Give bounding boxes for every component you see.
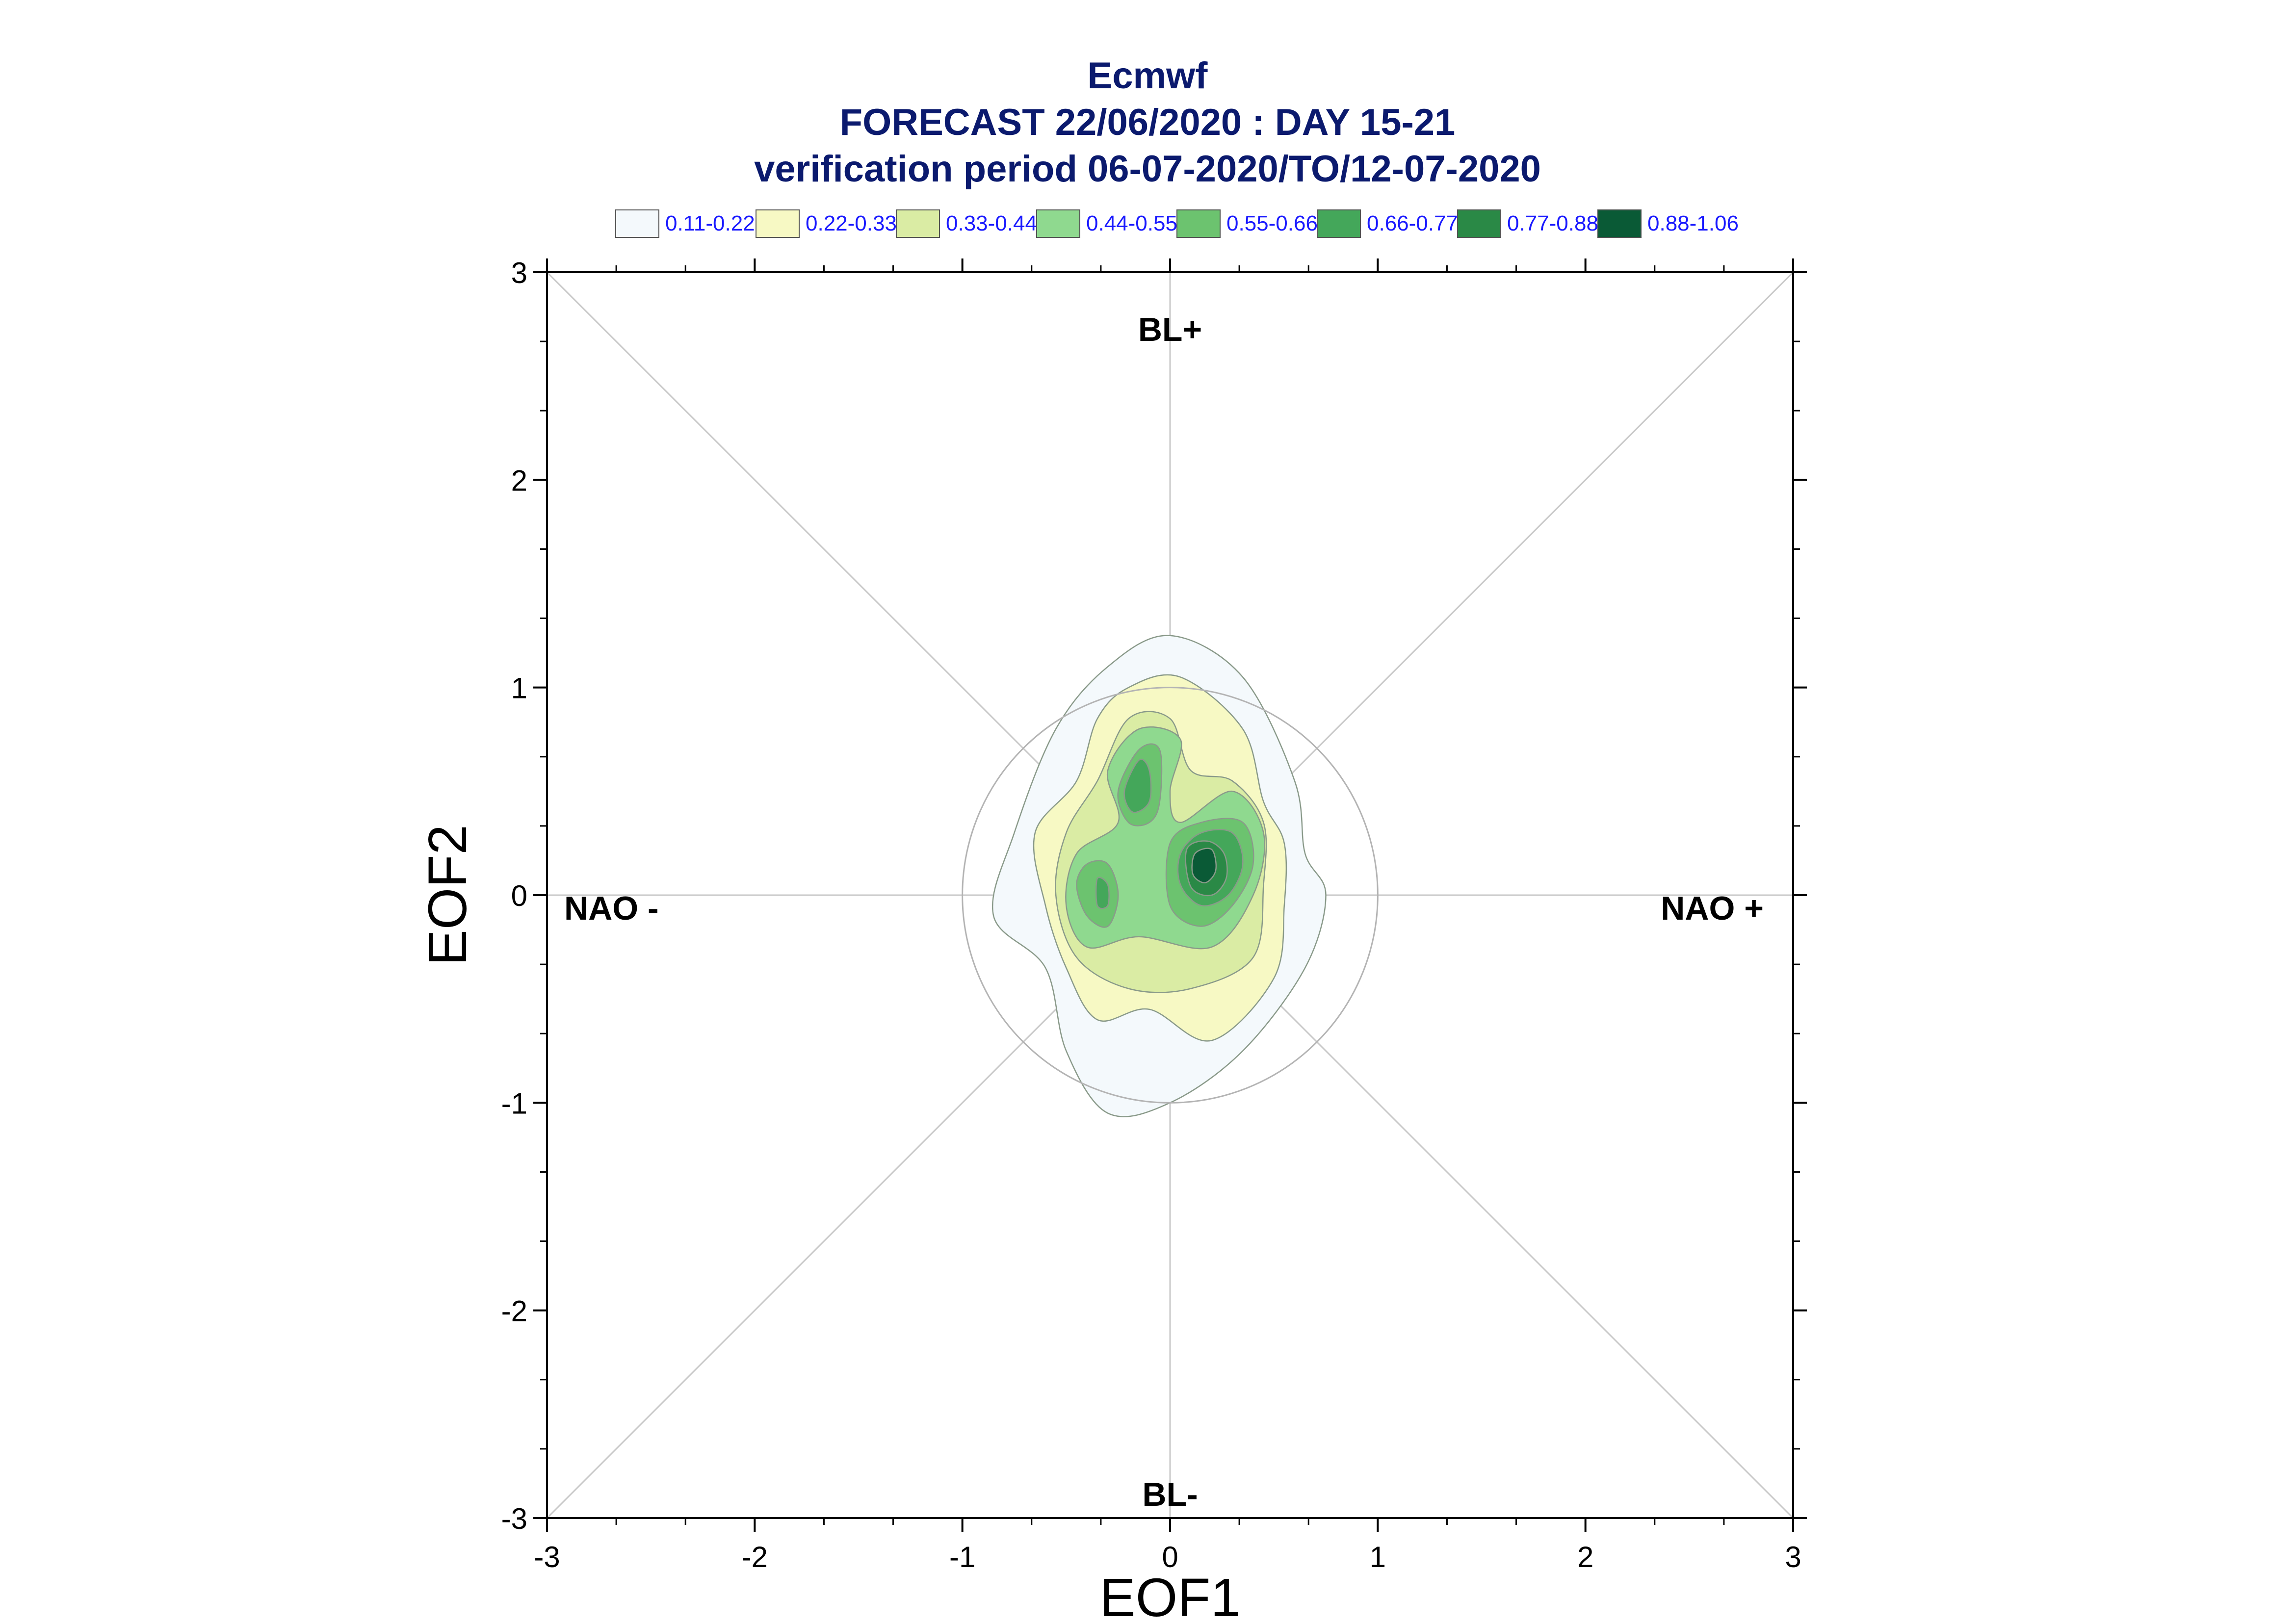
regime-label-bottom: BL- bbox=[1142, 1476, 1198, 1513]
chart-legend: 0.11-0.22 0.22-0.33 0.33-0.44 0.44-0.55 0.55… bbox=[615, 209, 1739, 238]
legend-label: 0.11-0.22 bbox=[665, 211, 755, 235]
legend-swatch bbox=[756, 209, 800, 238]
legend-swatch bbox=[615, 209, 659, 238]
legend-swatch bbox=[1036, 209, 1080, 238]
x-tick-label: 3 bbox=[1785, 1541, 1801, 1573]
regime-label-top: BL+ bbox=[1138, 311, 1202, 348]
chart-titles: Ecmwf FORECAST 22/06/2020 : DAY 15-21 veri… bbox=[754, 55, 1541, 190]
x-tick-label: 2 bbox=[1577, 1541, 1593, 1573]
density-contour bbox=[1095, 876, 1110, 909]
legend-label: 0.55-0.66 bbox=[1226, 211, 1318, 235]
x-tick-label: -1 bbox=[949, 1541, 975, 1573]
regime-label-left: NAO - bbox=[564, 890, 659, 927]
y-tick-label: 2 bbox=[511, 464, 527, 497]
legend-swatch bbox=[1176, 209, 1221, 238]
legend-swatch bbox=[1457, 209, 1501, 238]
density-contour bbox=[1123, 758, 1152, 813]
y-tick-label: 3 bbox=[511, 257, 527, 289]
regime-label-right: NAO + bbox=[1661, 890, 1764, 927]
legend-swatch bbox=[1317, 209, 1361, 238]
x-tick-label: 0 bbox=[1162, 1541, 1178, 1573]
y-axis-title: EOF2 bbox=[417, 825, 478, 965]
legend-label: 0.88-1.06 bbox=[1647, 211, 1739, 235]
density-contour bbox=[1191, 848, 1217, 883]
chart-title-line: FORECAST 22/06/2020 : DAY 15-21 bbox=[840, 102, 1456, 143]
x-axis-title: EOF1 bbox=[1099, 1568, 1240, 1624]
x-tick-label: -2 bbox=[742, 1541, 768, 1573]
y-tick-label: 0 bbox=[511, 879, 527, 912]
y-tick-label: -3 bbox=[501, 1502, 527, 1535]
reference-circle bbox=[962, 687, 1379, 1104]
y-tick-label: -2 bbox=[501, 1295, 527, 1328]
x-tick-label: -3 bbox=[534, 1541, 560, 1573]
legend-label: 0.66-0.77 bbox=[1367, 211, 1458, 235]
legend-label: 0.77-0.88 bbox=[1507, 211, 1598, 235]
y-tick-label: 1 bbox=[511, 672, 527, 705]
legend-label: 0.33-0.44 bbox=[946, 211, 1037, 235]
legend-label: 0.44-0.55 bbox=[1086, 211, 1177, 235]
chart-title-line: verification period 06-07-2020/TO/12-07-… bbox=[754, 148, 1541, 190]
x-tick-label: 1 bbox=[1370, 1541, 1386, 1573]
chart-title-line: Ecmwf bbox=[1088, 55, 1208, 97]
legend-swatch bbox=[1597, 209, 1642, 238]
legend-swatch bbox=[896, 209, 940, 238]
plot-area: -3 -2 -1 0 1 2 3 -3 -2 -1 0 1 2 3 EOF1 EOF2 BL+ BL- NAO - N… bbox=[417, 257, 1807, 1624]
legend-label: 0.22-0.33 bbox=[806, 211, 897, 235]
y-tick-label: -1 bbox=[501, 1087, 527, 1120]
